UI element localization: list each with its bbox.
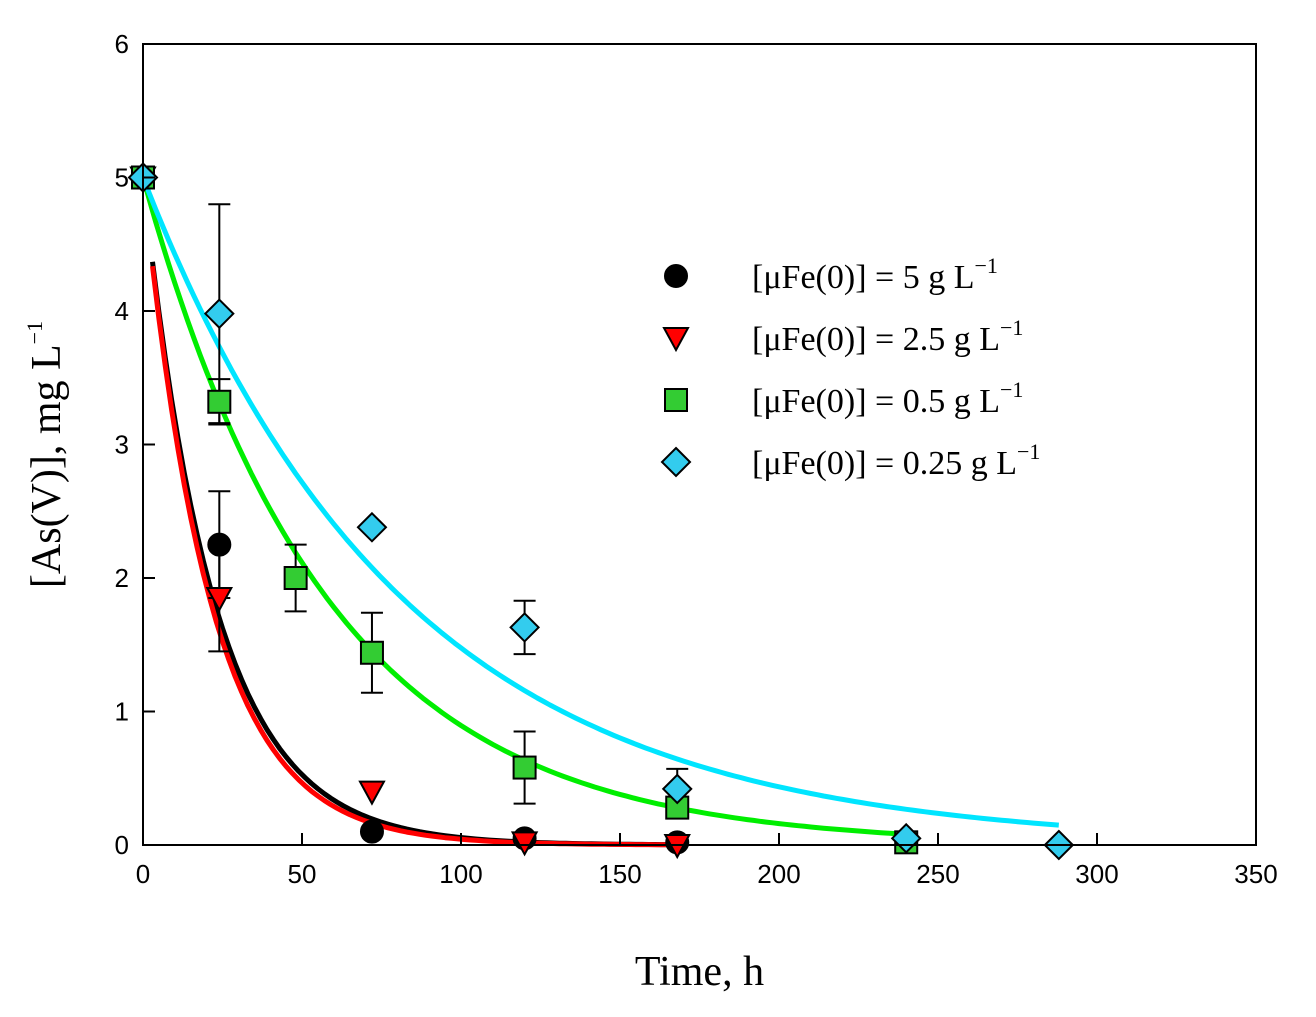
data-point-diamond [356, 511, 388, 543]
legend: [μFe(0)] = 5 g L−1[μFe(0)] = 2.5 g L−1[μ… [660, 253, 1040, 482]
data-point-square [359, 640, 384, 665]
legend-entry-sup: −1 [1000, 315, 1023, 340]
x-tick-label: 250 [916, 859, 959, 889]
axes: 0 50 100 150 200 250 300 350 0 1 2 3 4 5 6 [115, 29, 1278, 889]
legend-marker [662, 327, 690, 353]
legend-entry: [μFe(0)] = 5 g L−1 [752, 253, 998, 296]
y-tick-label: 2 [115, 563, 129, 593]
legend-entry: [μFe(0)] = 0.5 g L−1 [752, 377, 1023, 420]
x-tick-label: 350 [1234, 859, 1277, 889]
fit-curve [140, 176, 1059, 828]
legend-entry-label: [μFe(0)] = 5 g L [752, 259, 974, 296]
legend-entry: [μFe(0)] = 0.25 g L−1 [752, 439, 1040, 482]
y-tick-label: 6 [115, 29, 129, 59]
fit-curve [150, 261, 675, 848]
data-point-diamond [509, 611, 541, 643]
data-points [127, 162, 1075, 861]
legend-entry-sup: −1 [1017, 439, 1040, 464]
data-point-square [512, 755, 537, 780]
legend-entry-sup: −1 [974, 253, 997, 278]
x-tick-label: 200 [757, 859, 800, 889]
legend-entry-label: [μFe(0)] = 0.25 g L [752, 445, 1017, 482]
y-axis-label-sup: −1 [22, 321, 47, 344]
y-tick-label: 1 [115, 697, 129, 727]
y-tick-label: 0 [115, 830, 129, 860]
data-point-triangle-down [358, 780, 386, 806]
legend-marker [660, 446, 692, 478]
plot-frame [142, 43, 1257, 846]
data-point-circle [207, 532, 232, 557]
y-tick-label: 4 [115, 296, 129, 326]
y-tick-label: 5 [115, 163, 129, 193]
data-point-diamond [661, 773, 693, 805]
data-point-square [207, 389, 232, 414]
legend-entry-sup: −1 [1000, 377, 1023, 402]
legend-entry: [μFe(0)] = 2.5 g L−1 [752, 315, 1023, 358]
data-point-triangle-down [510, 831, 539, 857]
data-point-circle [359, 819, 384, 844]
x-axis-label: Time, h [635, 949, 764, 995]
data-point-triangle-down [205, 587, 234, 613]
y-axis-label: [As(V)], mg L−1 [22, 321, 70, 588]
legend-entry-label: [μFe(0)] = 0.5 g L [752, 383, 1000, 420]
x-tick-label: 300 [1075, 859, 1118, 889]
data-point-square [283, 566, 308, 590]
legend-entry-label: [μFe(0)] = 2.5 g L [752, 321, 1000, 358]
x-tick-label: 0 [136, 859, 150, 889]
y-tick-label: 3 [115, 430, 129, 460]
x-tick-label: 150 [598, 859, 641, 889]
fit-curve [150, 265, 675, 848]
y-axis-label-main: [As(V)], mg L [24, 344, 70, 588]
x-tick-label: 100 [439, 859, 482, 889]
data-point-diamond [203, 298, 235, 330]
legend-marker [664, 388, 688, 412]
legend-marker [664, 264, 688, 288]
x-tick-label: 50 [288, 859, 317, 889]
